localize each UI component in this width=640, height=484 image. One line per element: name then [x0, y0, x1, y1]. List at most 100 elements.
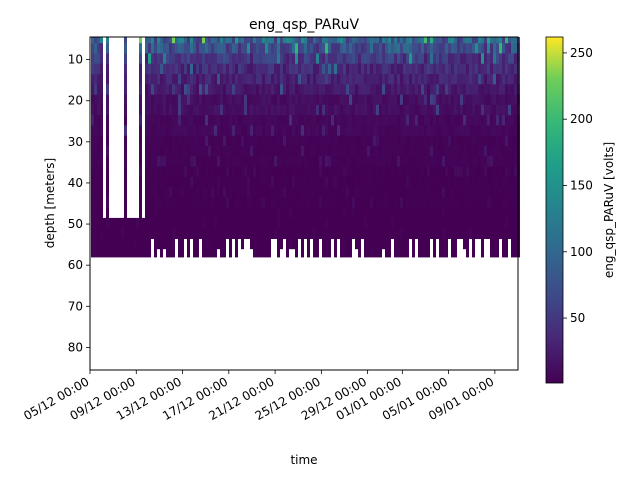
- heatmap-cell: [412, 37, 415, 44]
- heatmap-cell: [430, 197, 433, 209]
- heatmap-cell: [292, 135, 295, 147]
- heatmap-cell: [502, 104, 505, 116]
- heatmap-cell: [205, 125, 208, 137]
- heatmap-cell: [325, 228, 328, 239]
- heatmap-cell: [430, 94, 433, 106]
- heatmap-cell: [250, 166, 253, 178]
- heatmap-cell: [460, 207, 463, 219]
- heatmap-cell: [427, 43, 430, 54]
- heatmap-cell: [382, 84, 385, 96]
- heatmap-cell: [361, 63, 364, 75]
- heatmap-cell: [433, 145, 436, 157]
- heatmap-cell: [355, 115, 358, 126]
- heatmap-cell: [220, 176, 223, 188]
- heatmap-cell: [328, 176, 331, 188]
- heatmap-cell: [169, 217, 172, 229]
- heatmap-cell: [289, 84, 292, 96]
- heatmap-cell: [379, 176, 382, 188]
- heatmap-cell: [352, 104, 355, 116]
- heatmap-cell: [364, 217, 367, 229]
- heatmap-cell: [124, 176, 127, 188]
- heatmap-cell: [307, 135, 310, 147]
- heatmap-cell: [472, 135, 475, 147]
- heatmap-cell: [394, 63, 397, 75]
- heatmap-cell: [124, 63, 127, 75]
- heatmap-cell: [196, 74, 199, 85]
- heatmap-cell: [445, 94, 448, 106]
- heatmap-cell: [376, 94, 379, 106]
- heatmap-cell: [445, 197, 448, 209]
- heatmap-cell: [244, 43, 247, 54]
- heatmap-cell: [331, 228, 334, 239]
- heatmap-cell: [160, 115, 163, 126]
- heatmap-cell: [100, 84, 103, 96]
- heatmap-cell: [505, 104, 508, 116]
- heatmap-cell: [328, 207, 331, 219]
- heatmap-cell: [460, 104, 463, 116]
- heatmap-cell: [514, 228, 517, 239]
- heatmap-cell: [247, 115, 250, 126]
- heatmap-cell: [220, 74, 223, 85]
- heatmap-cell: [364, 74, 367, 85]
- heatmap-cell: [139, 187, 142, 198]
- heatmap-cell: [469, 94, 472, 106]
- heatmap-cell: [229, 84, 232, 96]
- heatmap-cell: [112, 238, 115, 250]
- heatmap-cell: [415, 135, 418, 147]
- heatmap-cell: [385, 37, 388, 44]
- heatmap-cell: [265, 115, 268, 126]
- heatmap-cell: [187, 135, 190, 147]
- heatmap-cell: [385, 53, 388, 65]
- heatmap-cell: [490, 217, 493, 229]
- heatmap-cell: [508, 104, 511, 116]
- heatmap-cell: [262, 217, 265, 229]
- heatmap-cell: [241, 156, 244, 167]
- heatmap-cell: [427, 94, 430, 106]
- heatmap-cell: [172, 197, 175, 209]
- heatmap-cell: [169, 248, 172, 258]
- heatmap-cell: [391, 207, 394, 219]
- heatmap-cell: [451, 176, 454, 188]
- heatmap-cell: [139, 145, 142, 157]
- heatmap-cell: [442, 84, 445, 96]
- heatmap-cell: [109, 228, 112, 239]
- heatmap-cell: [436, 135, 439, 147]
- heatmap-cell: [463, 37, 466, 44]
- heatmap-cell: [214, 166, 217, 178]
- heatmap-cell: [448, 94, 451, 106]
- heatmap-cell: [100, 43, 103, 54]
- heatmap-cell: [334, 53, 337, 65]
- heatmap-cell: [424, 43, 427, 54]
- heatmap-cell: [322, 74, 325, 85]
- heatmap-cell: [199, 43, 202, 54]
- heatmap-cell: [190, 176, 193, 188]
- heatmap-cell: [514, 104, 517, 116]
- heatmap-cell: [181, 63, 184, 75]
- heatmap-cell: [301, 238, 304, 250]
- heatmap-cell: [385, 145, 388, 157]
- heatmap-cell: [427, 53, 430, 65]
- heatmap-cell: [379, 115, 382, 126]
- heatmap-cell: [232, 228, 235, 239]
- heatmap-cell: [274, 94, 277, 106]
- heatmap-cell: [505, 84, 508, 96]
- heatmap-cell: [124, 166, 127, 178]
- heatmap-cell: [487, 187, 490, 198]
- heatmap-cell: [178, 238, 181, 250]
- heatmap-cell: [319, 115, 322, 126]
- heatmap-cell: [337, 94, 340, 106]
- heatmap-cell: [94, 84, 97, 96]
- heatmap-cell: [106, 187, 109, 198]
- heatmap-cell: [367, 43, 370, 54]
- heatmap-cell: [235, 37, 238, 44]
- heatmap-cell: [379, 63, 382, 75]
- heatmap-cell: [271, 166, 274, 178]
- heatmap-cell: [478, 207, 481, 219]
- heatmap-cell: [445, 238, 448, 250]
- heatmap-cell: [184, 53, 187, 65]
- heatmap-cell: [265, 176, 268, 188]
- heatmap-cell: [514, 166, 517, 178]
- heatmap-cell: [499, 37, 502, 44]
- heatmap-cell: [460, 228, 463, 239]
- heatmap-cell: [97, 104, 100, 116]
